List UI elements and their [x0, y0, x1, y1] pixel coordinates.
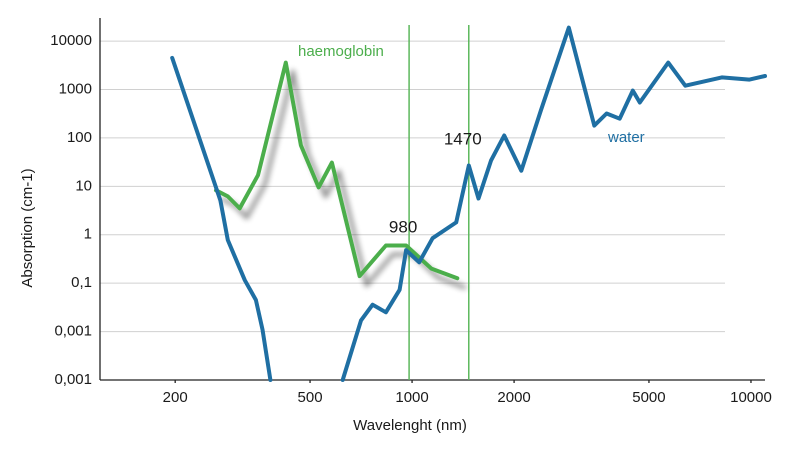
x-tick-label: 500	[298, 389, 323, 406]
series-line	[170, 25, 767, 382]
y-axis-title: Absorption (cm-1)	[19, 168, 36, 287]
y-tick-label: 10	[75, 177, 92, 194]
reference-label: 980	[389, 217, 417, 236]
plot	[170, 25, 767, 382]
series-label: water	[607, 129, 645, 146]
series-line	[214, 60, 460, 281]
y-tick-label: 0,001	[54, 323, 92, 340]
x-tick-label: 10000	[730, 389, 772, 406]
x-axis-title: Wavelenght (nm)	[353, 417, 467, 434]
y-tick-label: 0,001	[54, 371, 92, 388]
x-tick-label: 5000	[632, 389, 665, 406]
y-tick-label: 1	[84, 226, 92, 243]
y-tick-label: 10000	[50, 32, 92, 49]
y-tick-label: 0,1	[71, 274, 92, 291]
x-tick-label: 1000	[395, 389, 428, 406]
y-tick-label: 100	[67, 129, 92, 146]
reference-label: 1470	[444, 129, 482, 148]
grid	[99, 18, 765, 383]
x-tick-label: 200	[163, 389, 188, 406]
series-label: haemoglobin	[298, 43, 384, 60]
x-tick-label: 2000	[497, 389, 530, 406]
y-tick-label: 1000	[59, 80, 92, 97]
labels: Absorption (cm-1) Wavelenght (nm) haemog…	[19, 32, 772, 434]
